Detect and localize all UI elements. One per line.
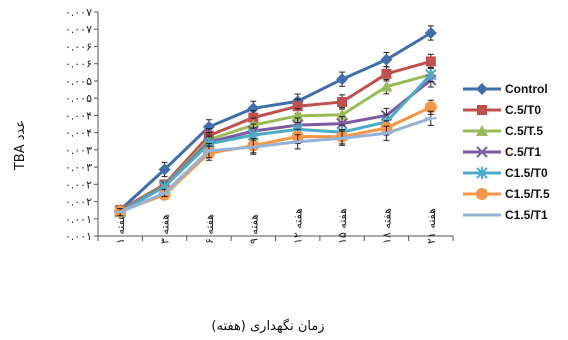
y-tick-label: ۰.۰۰۴ — [65, 127, 92, 140]
x-tick-label: هفته ۱۲ — [292, 208, 305, 244]
data-point — [336, 117, 348, 130]
y-tick-label: ۰.۰۰۳ — [65, 161, 92, 174]
legend-label: C.5/T0 — [505, 103, 541, 117]
data-point — [337, 96, 348, 107]
legend-label: C1.5/T1 — [505, 208, 548, 222]
y-tick-label: ۰.۰۰۶ — [65, 58, 92, 71]
data-point — [425, 56, 436, 67]
data-point — [477, 105, 487, 115]
x-tick-label: هفته ۱ — [114, 214, 127, 244]
data-point — [247, 102, 260, 115]
legend-label: C.5/T1 — [505, 145, 541, 159]
y-tick-label: ۰.۰۰۳ — [65, 144, 92, 157]
data-point — [424, 26, 437, 39]
legend-label: C1.5/T.5 — [505, 187, 550, 201]
y-axis-title: عدد TBA — [13, 120, 28, 171]
data-point — [424, 101, 437, 114]
data-point — [476, 125, 488, 136]
legend-label: Control — [505, 82, 548, 96]
data-point — [476, 83, 488, 95]
y-axis-ticks: ۰.۰۰۱ ۰.۰۰۱ ۰.۰۰۲ ۰.۰۰۲ ۰.۰۰۳ ۰.۰۰۳ ۰.۰۰۴ ۰.۰۰۴… — [65, 6, 98, 243]
data-point — [425, 68, 437, 81]
series-line — [119, 73, 432, 214]
legend-label: C1.5/T0 — [505, 166, 548, 180]
y-tick-label: ۰.۰۰۷ — [65, 23, 92, 36]
data-point — [158, 163, 171, 176]
series-line — [119, 31, 432, 212]
data-point — [380, 80, 393, 92]
y-tick-label: ۰.۰۰۴ — [65, 109, 92, 122]
y-tick-label: ۰.۰۰۱ — [65, 230, 92, 243]
plot-area — [114, 25, 437, 219]
x-tick-label: هفته ۶ — [203, 214, 216, 244]
data-point — [336, 73, 349, 86]
y-tick-label: ۰.۰۰۶ — [65, 40, 92, 53]
data-point — [476, 167, 488, 179]
x-tick-label: هفته ۲۱ — [425, 208, 438, 244]
legend-label: C.5/T.5 — [505, 124, 543, 138]
x-tick-label: هفته ۱۸ — [380, 208, 393, 244]
x-tick-label: هفته ۹ — [247, 214, 260, 244]
y-tick-label: ۰.۰۰۷ — [65, 6, 92, 19]
series-line — [119, 116, 432, 214]
legend: Control C.5/T0 C.5/T.5 C.5/T1 C1.5/T0 C1.5/T.… — [463, 82, 550, 222]
y-tick-label: ۰.۰۰۲ — [65, 196, 92, 209]
y-tick-label: ۰.۰۰۱ — [65, 213, 92, 226]
x-tick-label: هفته ۱۵ — [336, 208, 349, 244]
y-tick-label: ۰.۰۰۵ — [65, 92, 92, 105]
x-axis-title: زمان نگهداری (هفته) — [211, 318, 324, 334]
data-point — [381, 68, 392, 79]
y-tick-label: ۰.۰۰۵ — [65, 75, 92, 88]
x-axis-ticks: هفته ۱ هفته ۳ هفته ۶ هفته ۹ هفته ۱۲ هفته ۱۵ هف… — [97, 208, 454, 244]
series-c1-5-t1 — [114, 110, 437, 217]
data-point — [202, 120, 215, 133]
x-tick-label: هفته ۳ — [159, 214, 172, 244]
data-point — [380, 53, 393, 66]
data-point — [476, 146, 488, 158]
data-point — [476, 188, 488, 200]
y-tick-label: ۰.۰۰۲ — [65, 178, 92, 191]
data-point — [292, 101, 303, 112]
chart-axes — [97, 12, 453, 237]
